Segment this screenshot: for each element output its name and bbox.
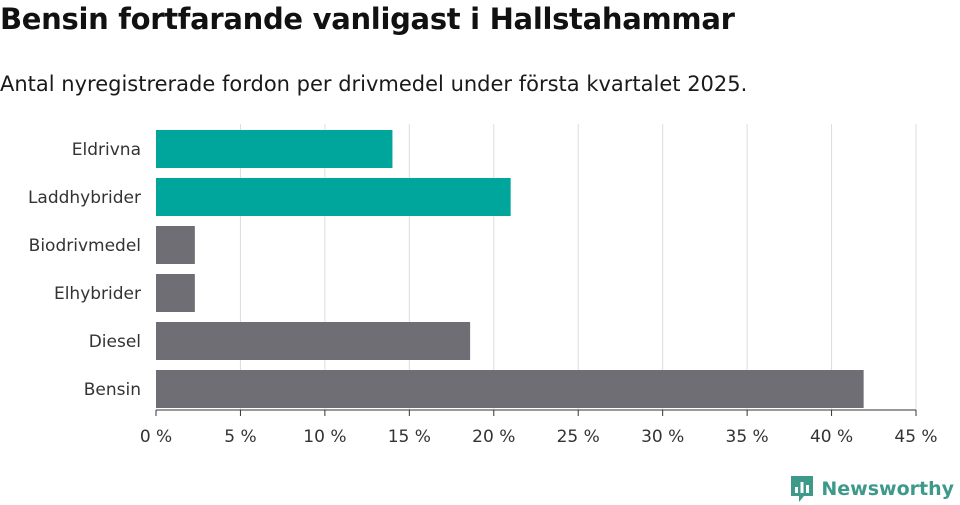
x-tick-label: 15 % bbox=[388, 427, 431, 447]
x-tick-label: 10 % bbox=[303, 427, 346, 447]
chart-title: Bensin fortfarande vanligast i Hallstaha… bbox=[0, 2, 735, 36]
x-tick-label: 35 % bbox=[726, 427, 769, 447]
bar bbox=[156, 226, 195, 264]
x-tick-label: 0 % bbox=[140, 427, 172, 447]
category-label: Laddhybrider bbox=[28, 188, 141, 208]
brand-logo: Newsworthy bbox=[789, 474, 954, 504]
x-tick-label: 45 % bbox=[894, 427, 937, 447]
bar bbox=[156, 274, 195, 312]
category-label: Diesel bbox=[89, 332, 141, 352]
brand-name: Newsworthy bbox=[821, 478, 954, 500]
chart-subtitle: Antal nyregistrerade fordon per drivmede… bbox=[0, 72, 748, 96]
bar bbox=[156, 178, 511, 216]
x-tick-label: 20 % bbox=[472, 427, 515, 447]
bar bbox=[156, 130, 393, 168]
category-label: Elhybrider bbox=[54, 284, 141, 304]
newsworthy-logo-icon bbox=[791, 476, 814, 502]
bar bbox=[156, 370, 864, 408]
x-tick-label: 30 % bbox=[641, 427, 684, 447]
category-label: Bensin bbox=[84, 380, 141, 400]
category-label: Biodrivmedel bbox=[29, 236, 141, 256]
category-label: Eldrivna bbox=[72, 140, 141, 160]
x-tick-label: 25 % bbox=[557, 427, 600, 447]
bar bbox=[156, 322, 471, 360]
x-tick-label: 40 % bbox=[810, 427, 853, 447]
x-tick-label: 5 % bbox=[224, 427, 256, 447]
